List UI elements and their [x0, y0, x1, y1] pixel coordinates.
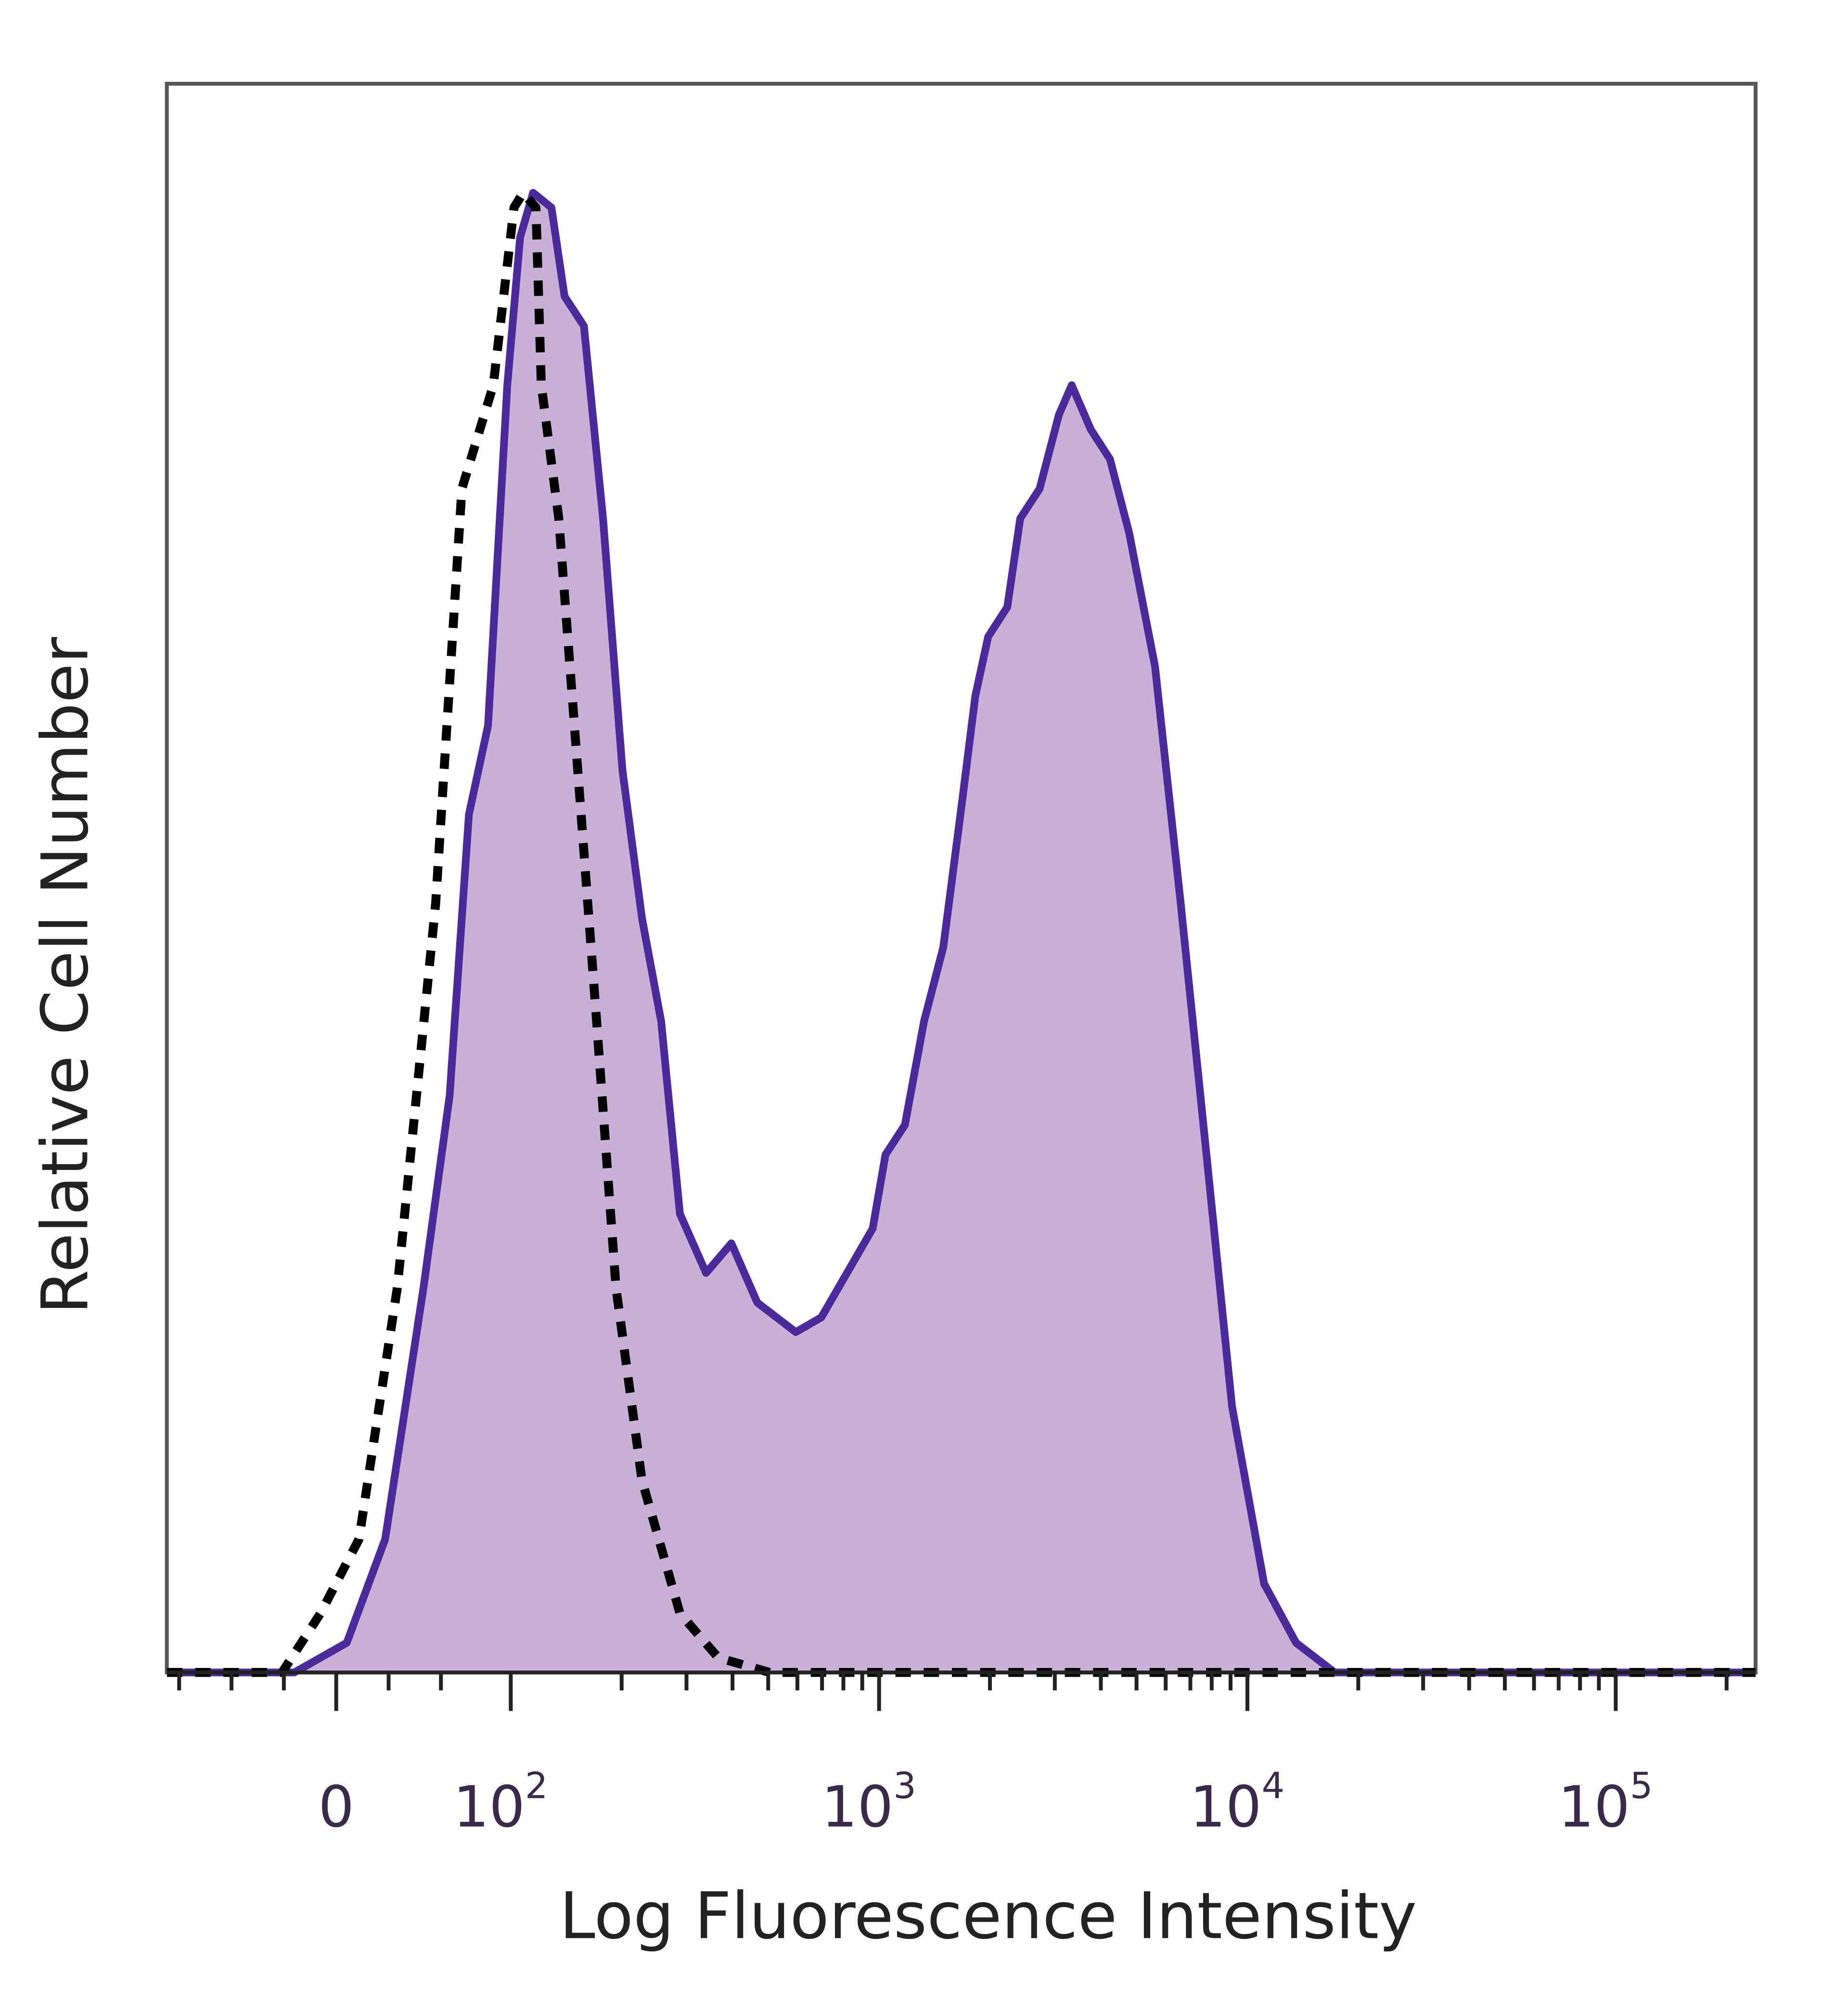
x-tick-label: 0 [318, 1774, 354, 1840]
series-line-1 [167, 188, 1756, 1677]
x-axis-label: Log Fluorescence Intensity [560, 1879, 1417, 1953]
x-tick-exponent: 2 [525, 1765, 548, 1807]
x-tick-label: 102 [453, 1765, 548, 1840]
x-tick-label: 103 [821, 1765, 916, 1840]
x-tick-exponent: 5 [1630, 1765, 1653, 1807]
x-tick-exponent: 3 [893, 1765, 916, 1807]
x-ticks: 0 102 103 104 105 [177, 1672, 1729, 1840]
x-tick-label: 104 [1190, 1765, 1284, 1840]
y-axis-label: Relative Cell Number [28, 637, 103, 1314]
series-line-0 [167, 189, 1756, 1677]
x-tick-exponent: 4 [1262, 1765, 1285, 1807]
series-layer [167, 188, 1756, 1677]
x-tick-label: 105 [1558, 1765, 1653, 1840]
